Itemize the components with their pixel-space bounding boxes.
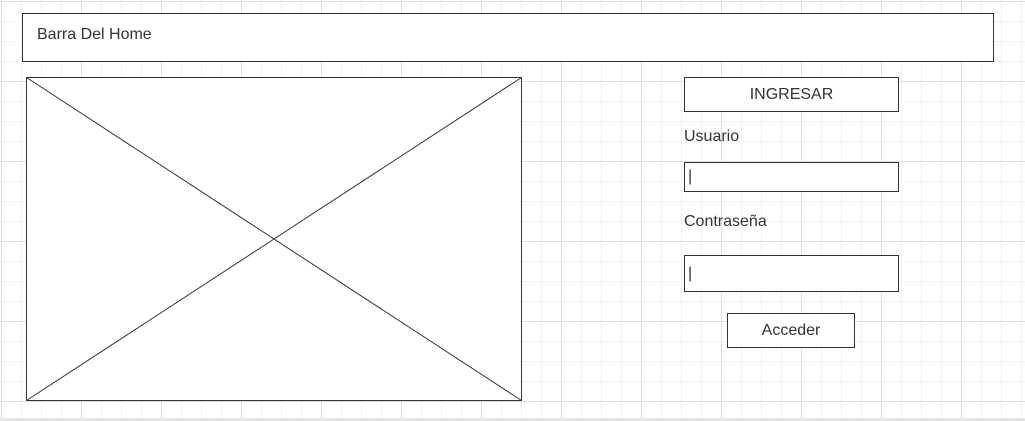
canvas-bottom-edge (0, 418, 1025, 421)
password-input-value: | (688, 264, 693, 282)
user-input-value: | (688, 168, 693, 185)
home-bar-title: Barra Del Home (37, 26, 152, 43)
password-label: Contraseña (684, 213, 767, 230)
user-label: Usuario (684, 128, 740, 145)
user-input[interactable]: | (684, 162, 899, 192)
login-heading-label: INGRESAR (749, 85, 834, 103)
password-input[interactable]: | (684, 255, 899, 292)
image-placeholder-icon (26, 77, 522, 401)
home-bar: Barra Del Home (22, 13, 994, 62)
login-heading-button[interactable]: INGRESAR (684, 77, 899, 112)
submit-button[interactable]: Acceder (727, 313, 855, 348)
submit-button-label: Acceder (761, 321, 821, 339)
